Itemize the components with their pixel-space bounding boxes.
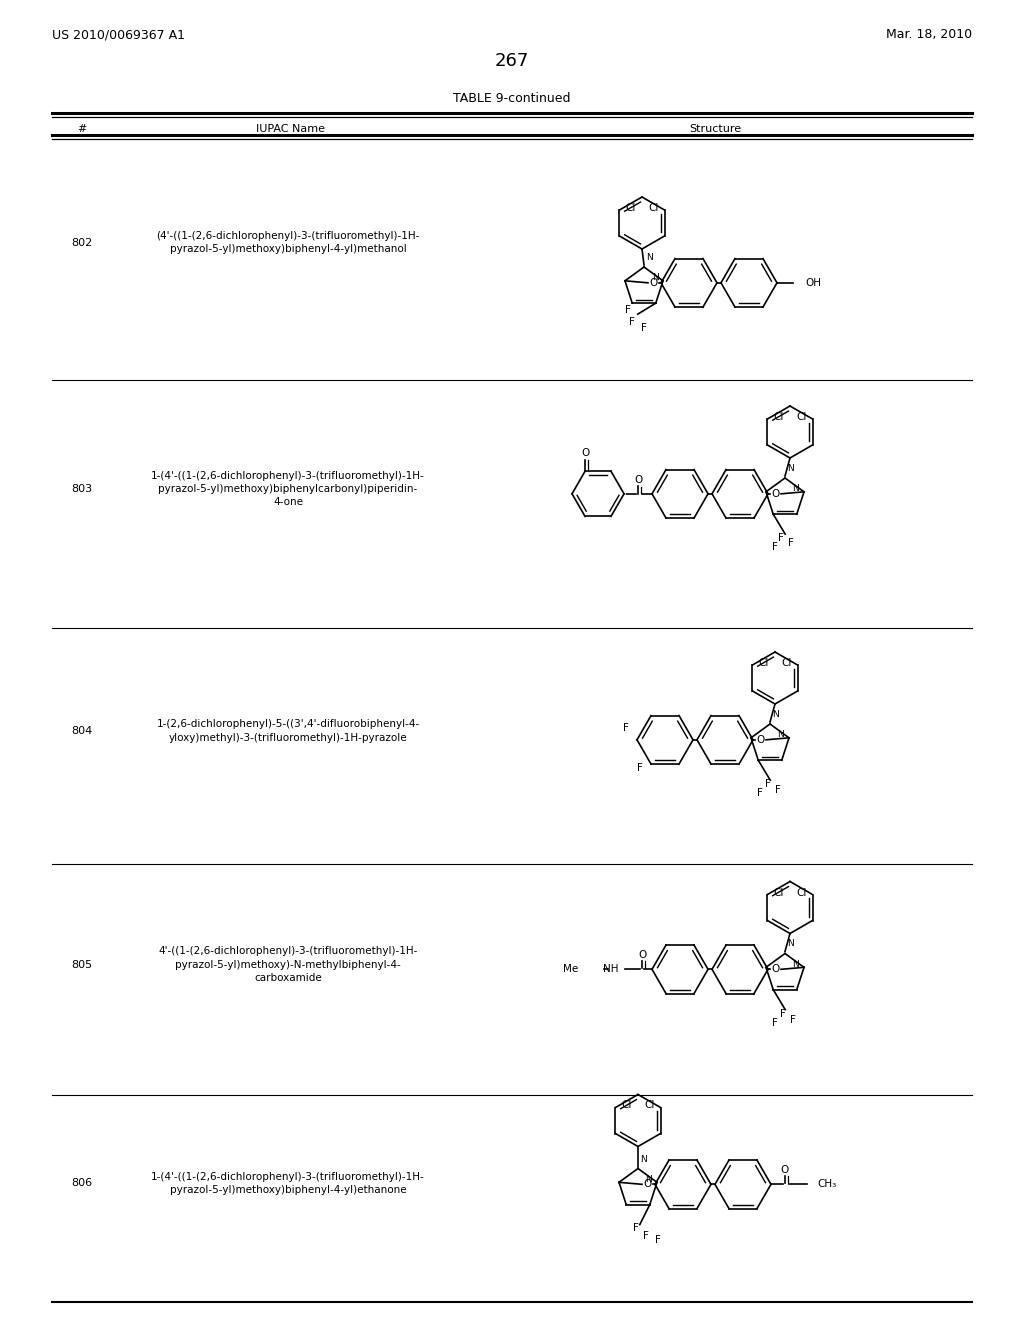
Text: O: O [644,1179,652,1189]
Text: F: F [633,1222,639,1233]
Text: N: N [645,1175,652,1184]
Text: N: N [777,730,784,739]
Text: Cl: Cl [622,1101,632,1110]
Text: O: O [781,1166,790,1175]
Text: N: N [640,1155,647,1163]
Text: O: O [638,950,646,961]
Text: Cl: Cl [796,412,807,422]
Text: Mar. 18, 2010: Mar. 18, 2010 [886,28,972,41]
Text: CH₃: CH₃ [817,1179,837,1189]
Text: O: O [771,965,779,974]
Text: Cl: Cl [626,203,636,213]
Text: F: F [637,763,643,774]
Text: 804: 804 [72,726,92,737]
Text: F: F [778,533,784,544]
Text: N: N [652,273,659,282]
Text: O: O [771,488,779,499]
Text: F: F [643,1230,648,1241]
Text: F: F [758,788,763,799]
Text: O: O [650,277,658,288]
Text: Cl: Cl [648,203,658,213]
Text: F: F [772,543,778,552]
Text: 1-(2,6-dichlorophenyl)-5-((3',4'-difluorobiphenyl-4-
yloxy)methyl)-3-(trifluorom: 1-(2,6-dichlorophenyl)-5-((3',4'-difluor… [157,719,420,743]
Text: N: N [787,940,794,949]
Text: 4'-((1-(2,6-dichlorophenyl)-3-(trifluoromethyl)-1H-
pyrazol-5-yl)methoxy)-N-meth: 4'-((1-(2,6-dichlorophenyl)-3-(trifluoro… [159,946,418,982]
Text: 802: 802 [72,238,92,248]
Text: (4'-((1-(2,6-dichlorophenyl)-3-(trifluoromethyl)-1H-
pyrazol-5-yl)methoxy)biphen: (4'-((1-(2,6-dichlorophenyl)-3-(trifluor… [157,231,420,253]
Text: N: N [787,465,794,473]
Text: N: N [793,960,799,969]
Text: Cl: Cl [773,887,783,898]
Text: Structure: Structure [689,124,741,135]
Text: #: # [78,124,87,135]
Text: F: F [625,305,631,315]
Text: N: N [646,253,652,261]
Text: Cl: Cl [644,1101,654,1110]
Text: 805: 805 [72,960,92,969]
Text: F: F [641,323,647,333]
Text: OH: OH [805,277,821,288]
Text: F: F [772,1018,778,1028]
Text: US 2010/0069367 A1: US 2010/0069367 A1 [52,28,185,41]
Text: IUPAC Name: IUPAC Name [256,124,325,135]
Text: 1-(4'-((1-(2,6-dichlorophenyl)-3-(trifluoromethyl)-1H-
pyrazol-5-yl)methoxy)biph: 1-(4'-((1-(2,6-dichlorophenyl)-3-(triflu… [152,1172,425,1195]
Text: F: F [765,779,771,789]
Text: F: F [791,1015,797,1024]
Text: Me: Me [563,965,578,974]
Text: 803: 803 [72,484,92,494]
Text: Cl: Cl [781,657,792,668]
Text: O: O [634,475,642,484]
Text: NH: NH [602,965,618,974]
Text: Cl: Cl [759,657,769,668]
Text: N: N [772,710,778,719]
Text: F: F [654,1234,660,1245]
Text: F: F [775,785,781,795]
Text: F: F [788,539,795,548]
Text: Cl: Cl [773,412,783,422]
Text: TABLE 9-continued: TABLE 9-continued [454,92,570,106]
Text: F: F [629,317,635,327]
Text: 1-(4'-((1-(2,6-dichlorophenyl)-3-(trifluoromethyl)-1H-
pyrazol-5-yl)methoxy)biph: 1-(4'-((1-(2,6-dichlorophenyl)-3-(triflu… [152,471,425,507]
Text: F: F [780,1008,786,1019]
Text: N: N [793,484,799,494]
Text: O: O [581,449,589,458]
Text: 806: 806 [72,1179,92,1188]
Text: Cl: Cl [796,887,807,898]
Text: F: F [624,723,629,733]
Text: O: O [756,735,764,744]
Text: 267: 267 [495,51,529,70]
